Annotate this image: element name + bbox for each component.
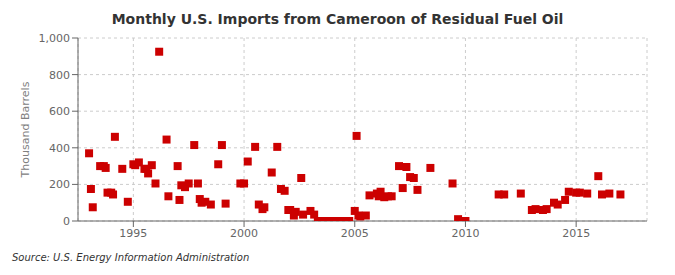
html-text:Monthly U.S. Imports from Came: Monthly U.S. Imports from Cameroon of Re…: [111, 11, 564, 27]
html-text:Source: U.S. Energy Informatio: Source: U.S. Energy Information Administ…: [12, 252, 250, 263]
svg-text:800: 800: [49, 69, 70, 82]
svg-text:600: 600: [49, 105, 70, 118]
svg-text:2005: 2005: [341, 227, 369, 240]
svg-text:Thousand Barrels: Thousand Barrels: [19, 81, 32, 178]
svg-text:1,000: 1,000: [39, 32, 71, 45]
svg-text:200: 200: [49, 178, 70, 191]
svg-text:2000: 2000: [230, 227, 258, 240]
svg-text:2010: 2010: [451, 227, 479, 240]
svg-text:2015: 2015: [562, 227, 590, 240]
svg-text:0: 0: [63, 215, 70, 228]
svg-text:1995: 1995: [119, 227, 147, 240]
svg-text:400: 400: [49, 142, 70, 155]
